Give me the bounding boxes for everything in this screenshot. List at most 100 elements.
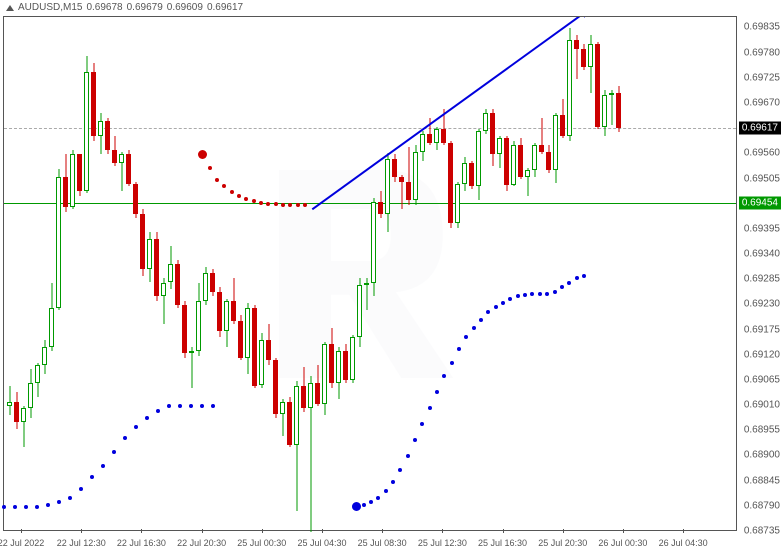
ohlc-low: 0.69609: [167, 2, 203, 13]
y-axis-label: 0.69340: [744, 249, 780, 260]
indicator-dot: [582, 274, 586, 278]
x-axis-label: 26 Jul 04:30: [659, 538, 708, 548]
indicator-dot: [244, 197, 248, 201]
indicator-dot: [413, 438, 417, 442]
x-axis-label: 25 Jul 08:30: [358, 538, 407, 548]
y-axis-label: 0.69285: [744, 274, 780, 285]
indicator-dot: [13, 505, 17, 509]
x-axis-label: 22 Jul 2022: [0, 538, 44, 548]
indicator-dot: [90, 475, 94, 479]
indicator-dot: [391, 480, 395, 484]
indicator-dot: [79, 487, 83, 491]
indicator-dot: [545, 292, 549, 296]
chart-window: AUDUSD,M15 0.69678 0.69679 0.69609 0.696…: [0, 0, 782, 552]
indicator-start-dot: [352, 502, 361, 511]
indicator-start-dot: [198, 150, 207, 159]
indicator-dot: [384, 489, 388, 493]
x-axis-label: 25 Jul 00:30: [237, 538, 286, 548]
watermark-icon: [240, 144, 500, 404]
indicator-dot: [274, 202, 278, 206]
indicator-dot: [486, 310, 490, 314]
plot-area[interactable]: 0.696170.69454: [3, 16, 737, 531]
indicator-dot: [211, 404, 215, 408]
indicator-dot: [303, 203, 307, 207]
indicator-dot: [57, 500, 61, 504]
y-axis-label: 0.69560: [744, 148, 780, 159]
indicator-dot: [567, 281, 571, 285]
indicator-dot: [464, 335, 468, 339]
x-axis-label: 22 Jul 12:30: [57, 538, 106, 548]
indicator-dot: [112, 450, 116, 454]
indicator-dot: [538, 292, 542, 296]
indicator-dot: [200, 404, 204, 408]
y-axis-label: 0.69835: [744, 22, 780, 33]
indicator-dot: [406, 454, 410, 458]
symbol-timeframe: AUDUSD,M15: [18, 2, 82, 13]
indicator-dot: [266, 202, 270, 206]
indicator-dot: [167, 404, 171, 408]
indicator-dot: [560, 285, 564, 289]
indicator-dot: [68, 496, 72, 500]
indicator-dot: [208, 166, 212, 170]
indicator-dot: [24, 505, 28, 509]
indicator-dot: [46, 503, 50, 507]
y-axis-label: 0.69010: [744, 400, 780, 411]
indicator-dot: [376, 496, 380, 500]
y-axis-label: 0.69395: [744, 223, 780, 234]
y-axis: 0.69835 0.69780 0.69725 0.69670 0.69560 0.695…: [737, 16, 780, 531]
indicator-dot: [450, 361, 454, 365]
indicator-dot: [2, 505, 6, 509]
indicator-dot: [123, 436, 127, 440]
indicator-dot: [553, 290, 557, 294]
indicator-dot: [134, 425, 138, 429]
indicator-dot: [530, 292, 534, 296]
x-axis: 22 Jul 202222 Jul 12:3022 Jul 16:3022 Ju…: [3, 534, 737, 548]
indicator-dot: [215, 178, 219, 182]
triangle-icon: [6, 5, 14, 11]
y-axis-label: 0.69780: [744, 47, 780, 58]
indicator-dot: [457, 347, 461, 351]
x-axis-label: 25 Jul 04:30: [297, 538, 346, 548]
ohlc-open: 0.69678: [86, 2, 122, 13]
indicator-dot: [523, 293, 527, 297]
y-axis-label: 0.69065: [744, 374, 780, 385]
y-axis-label: 0.69670: [744, 97, 780, 108]
indicator-dot: [435, 390, 439, 394]
y-axis-label: 0.69120: [744, 349, 780, 360]
indicator-dot: [508, 297, 512, 301]
indicator-dot: [156, 409, 160, 413]
y-axis-label: 0.68845: [744, 475, 780, 486]
x-axis-label: 22 Jul 20:30: [177, 538, 226, 548]
indicator-dot: [442, 374, 446, 378]
chart-header: AUDUSD,M15 0.69678 0.69679 0.69609 0.696…: [6, 2, 243, 13]
x-axis-label: 25 Jul 12:30: [418, 538, 467, 548]
indicator-dot: [398, 468, 402, 472]
indicator-dot: [145, 416, 149, 420]
indicator-dot: [189, 404, 193, 408]
indicator-dot: [230, 190, 234, 194]
indicator-dot: [101, 464, 105, 468]
x-axis-label: 25 Jul 20:30: [538, 538, 587, 548]
x-axis-label: 25 Jul 16:30: [478, 538, 527, 548]
ohlc-close: 0.69617: [207, 2, 243, 13]
y-axis-label: 0.69230: [744, 299, 780, 310]
indicator-dot: [288, 203, 292, 207]
indicator-dot: [237, 194, 241, 198]
indicator-dot: [575, 276, 579, 280]
indicator-dot: [362, 503, 366, 507]
indicator-dot: [35, 505, 39, 509]
indicator-dot: [428, 406, 432, 410]
indicator-dot: [472, 326, 476, 330]
indicator-dot: [501, 301, 505, 305]
indicator-dot: [479, 318, 483, 322]
y-axis-label: 0.69725: [744, 72, 780, 83]
y-axis-label: 0.68900: [744, 450, 780, 461]
y-axis-label: 0.69505: [744, 173, 780, 184]
indicator-dot: [259, 201, 263, 205]
y-axis-label: 0.68735: [744, 526, 780, 537]
indicator-dot: [369, 500, 373, 504]
indicator-dot: [420, 422, 424, 426]
ohlc-high: 0.69679: [127, 2, 163, 13]
indicator-dot: [296, 203, 300, 207]
price-line: [4, 203, 736, 204]
